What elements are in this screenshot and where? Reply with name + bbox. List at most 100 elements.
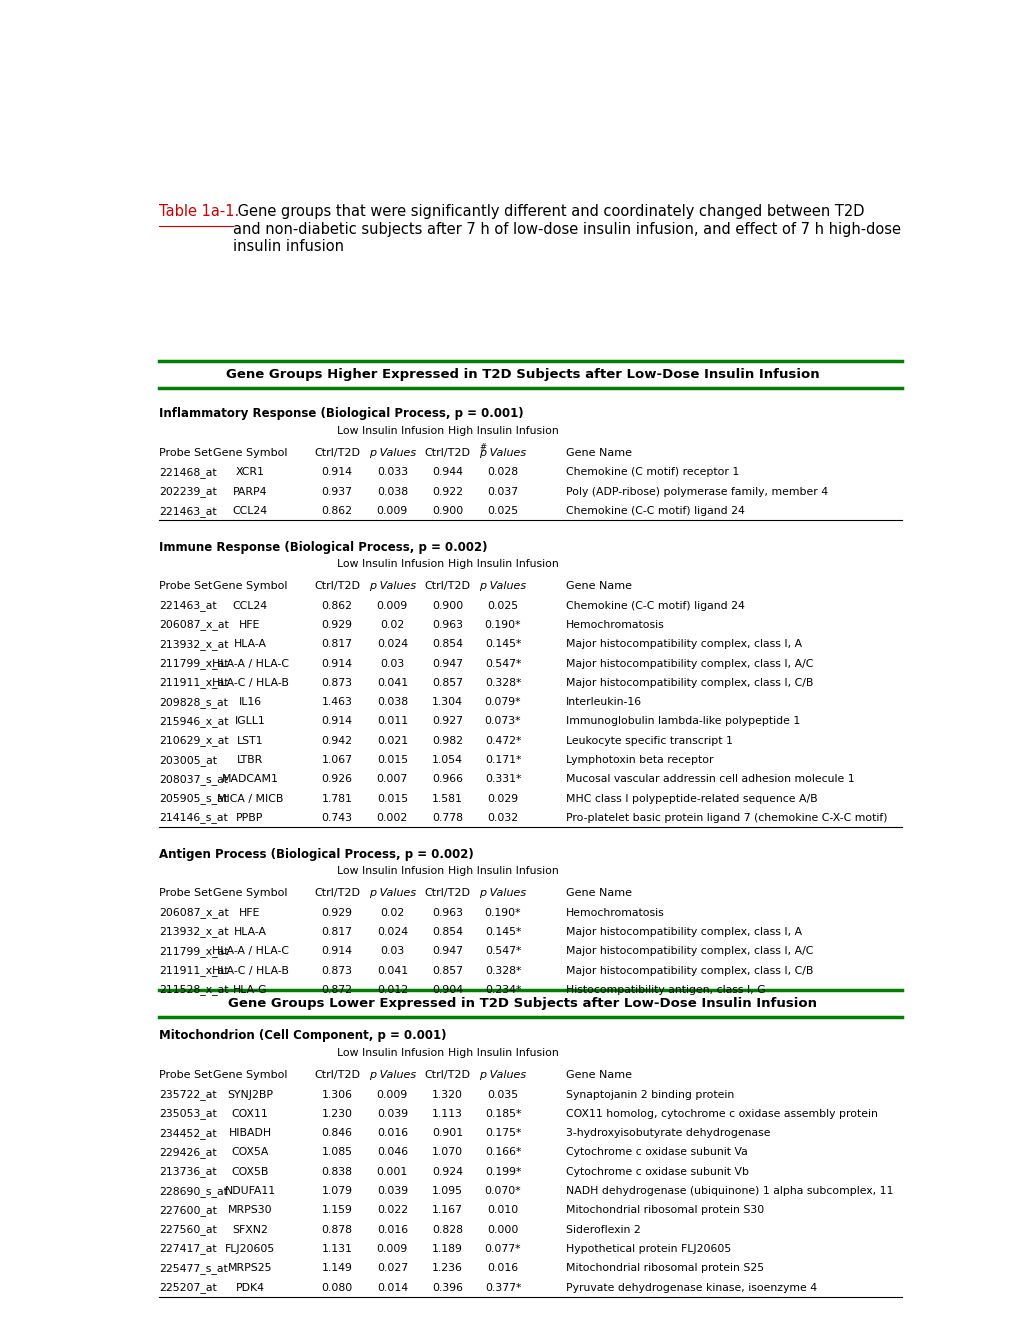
- Text: 0.914: 0.914: [321, 467, 353, 478]
- Text: 0.872: 0.872: [321, 985, 353, 995]
- Text: Hypothetical protein FLJ20605: Hypothetical protein FLJ20605: [566, 1243, 731, 1254]
- Text: MHC class I polypeptide-related sequence A/B: MHC class I polypeptide-related sequence…: [566, 793, 817, 804]
- Text: Probe Set: Probe Set: [159, 449, 212, 458]
- Text: p Values: p Values: [479, 1071, 526, 1080]
- Text: COX5A: COX5A: [231, 1147, 268, 1158]
- Text: Hemochromatosis: Hemochromatosis: [566, 908, 664, 917]
- Text: 0.472*: 0.472*: [484, 735, 521, 746]
- Text: Pyruvate dehydrogenase kinase, isoenzyme 4: Pyruvate dehydrogenase kinase, isoenzyme…: [566, 1283, 816, 1292]
- Text: CCL24: CCL24: [232, 601, 267, 611]
- Text: 0.073*: 0.073*: [484, 717, 521, 726]
- Text: 0.041: 0.041: [376, 678, 408, 688]
- Text: HFE: HFE: [239, 620, 261, 630]
- Text: 0.190*: 0.190*: [484, 620, 521, 630]
- Text: Synaptojanin 2 binding protein: Synaptojanin 2 binding protein: [566, 1089, 734, 1100]
- Text: 0.854: 0.854: [432, 927, 463, 937]
- Text: Ctrl/T2D: Ctrl/T2D: [424, 581, 470, 591]
- Text: 0.817: 0.817: [321, 927, 353, 937]
- Text: Table 1a-1.: Table 1a-1.: [159, 205, 239, 219]
- Text: 0.016: 0.016: [376, 1129, 408, 1138]
- Text: HLA-G: HLA-G: [232, 985, 267, 995]
- Text: 1.189: 1.189: [432, 1243, 463, 1254]
- Text: 209828_s_at: 209828_s_at: [159, 697, 228, 708]
- Text: p Values: p Values: [369, 449, 416, 458]
- Text: Major histocompatibility complex, class I, A/C: Major histocompatibility complex, class …: [566, 659, 813, 668]
- Text: Probe Set: Probe Set: [159, 1071, 212, 1080]
- Text: 214146_s_at: 214146_s_at: [159, 813, 227, 824]
- Text: Lymphotoxin beta receptor: Lymphotoxin beta receptor: [566, 755, 713, 766]
- Text: 0.900: 0.900: [432, 506, 463, 516]
- Text: IGLL1: IGLL1: [234, 717, 265, 726]
- Text: 0.857: 0.857: [432, 678, 463, 688]
- Text: 0.014: 0.014: [376, 1283, 408, 1292]
- Text: Probe Set: Probe Set: [159, 581, 212, 591]
- Text: Major histocompatibility complex, class I, C/B: Major histocompatibility complex, class …: [566, 678, 813, 688]
- Text: 0.012: 0.012: [376, 985, 408, 995]
- Text: 0.035: 0.035: [487, 1089, 518, 1100]
- Text: 0.015: 0.015: [376, 755, 408, 766]
- Text: MRPS30: MRPS30: [227, 1205, 272, 1216]
- Text: 0.547*: 0.547*: [484, 659, 521, 668]
- Text: HFE: HFE: [239, 908, 261, 917]
- Text: 1.306: 1.306: [321, 1089, 353, 1100]
- Text: XCR1: XCR1: [235, 467, 264, 478]
- Text: 227417_at: 227417_at: [159, 1243, 216, 1254]
- Text: 235053_at: 235053_at: [159, 1109, 217, 1119]
- Text: 1.320: 1.320: [432, 1089, 463, 1100]
- Text: p Values: p Values: [479, 888, 526, 898]
- Text: 0.328*: 0.328*: [484, 965, 521, 975]
- Text: 0.079*: 0.079*: [484, 697, 521, 708]
- Text: Cytochrome c oxidase subunit Vb: Cytochrome c oxidase subunit Vb: [566, 1167, 749, 1176]
- Text: 0.817: 0.817: [321, 639, 353, 649]
- Text: HLA-A: HLA-A: [233, 639, 266, 649]
- Text: Low Insulin Infusion: Low Insulin Infusion: [336, 1048, 443, 1057]
- Text: 1.095: 1.095: [432, 1187, 463, 1196]
- Text: 0.027: 0.027: [376, 1263, 408, 1274]
- Text: p Values: p Values: [369, 888, 416, 898]
- Text: 0.862: 0.862: [321, 506, 353, 516]
- Text: Gene Groups Higher Expressed in T2D Subjects after Low-Dose Insulin Infusion: Gene Groups Higher Expressed in T2D Subj…: [226, 368, 818, 381]
- Text: MADCAM1: MADCAM1: [221, 775, 278, 784]
- Text: Chemokine (C motif) receptor 1: Chemokine (C motif) receptor 1: [566, 467, 739, 478]
- Text: Cytochrome c oxidase subunit Va: Cytochrome c oxidase subunit Va: [566, 1147, 747, 1158]
- Text: 0.926: 0.926: [321, 775, 353, 784]
- Text: 229426_at: 229426_at: [159, 1147, 216, 1158]
- Text: Mitochondrion (Cell Component, p = 0.001): Mitochondrion (Cell Component, p = 0.001…: [159, 1030, 446, 1043]
- Text: 0.234*: 0.234*: [484, 985, 521, 995]
- Text: Gene Name: Gene Name: [566, 581, 632, 591]
- Text: 206087_x_at: 206087_x_at: [159, 907, 228, 917]
- Text: FLJ20605: FLJ20605: [224, 1243, 275, 1254]
- Text: 0.016: 0.016: [487, 1263, 518, 1274]
- Text: 1.581: 1.581: [432, 793, 463, 804]
- Text: p Values: p Values: [479, 581, 526, 591]
- Text: 0.010: 0.010: [487, 1205, 518, 1216]
- Text: Gene groups that were significantly different and coordinately changed between T: Gene groups that were significantly diff…: [232, 205, 900, 253]
- Text: MRPS25: MRPS25: [227, 1263, 272, 1274]
- Text: Gene Name: Gene Name: [566, 1071, 632, 1080]
- Text: 0.001: 0.001: [376, 1167, 408, 1176]
- Text: Chemokine (C-C motif) ligand 24: Chemokine (C-C motif) ligand 24: [566, 601, 744, 611]
- Text: 227600_at: 227600_at: [159, 1205, 217, 1216]
- Text: 0.171*: 0.171*: [484, 755, 521, 766]
- Text: Major histocompatibility complex, class I, A: Major histocompatibility complex, class …: [566, 927, 802, 937]
- Text: COX11: COX11: [231, 1109, 268, 1119]
- Text: Ctrl/T2D: Ctrl/T2D: [314, 1071, 360, 1080]
- Text: 0.914: 0.914: [321, 659, 353, 668]
- Text: 1.054: 1.054: [432, 755, 463, 766]
- Text: Gene Symbol: Gene Symbol: [213, 581, 287, 591]
- Text: COX11 homolog, cytochrome c oxidase assembly protein: COX11 homolog, cytochrome c oxidase asse…: [566, 1109, 877, 1119]
- Text: 221463_at: 221463_at: [159, 601, 216, 611]
- Text: 235722_at: 235722_at: [159, 1089, 216, 1100]
- Text: 1.167: 1.167: [432, 1205, 463, 1216]
- Text: HLA-A / HLA-C: HLA-A / HLA-C: [211, 946, 288, 956]
- Text: High Insulin Infusion: High Insulin Infusion: [447, 426, 557, 436]
- Text: 225477_s_at: 225477_s_at: [159, 1263, 227, 1274]
- Text: Leukocyte specific transcript 1: Leukocyte specific transcript 1: [566, 735, 733, 746]
- Text: Ctrl/T2D: Ctrl/T2D: [424, 1071, 470, 1080]
- Text: Ctrl/T2D: Ctrl/T2D: [314, 888, 360, 898]
- Text: 0.021: 0.021: [376, 735, 408, 746]
- Text: LTBR: LTBR: [236, 755, 263, 766]
- Text: 0.857: 0.857: [432, 965, 463, 975]
- Text: 0.927: 0.927: [432, 717, 463, 726]
- Text: Ctrl/T2D: Ctrl/T2D: [424, 449, 470, 458]
